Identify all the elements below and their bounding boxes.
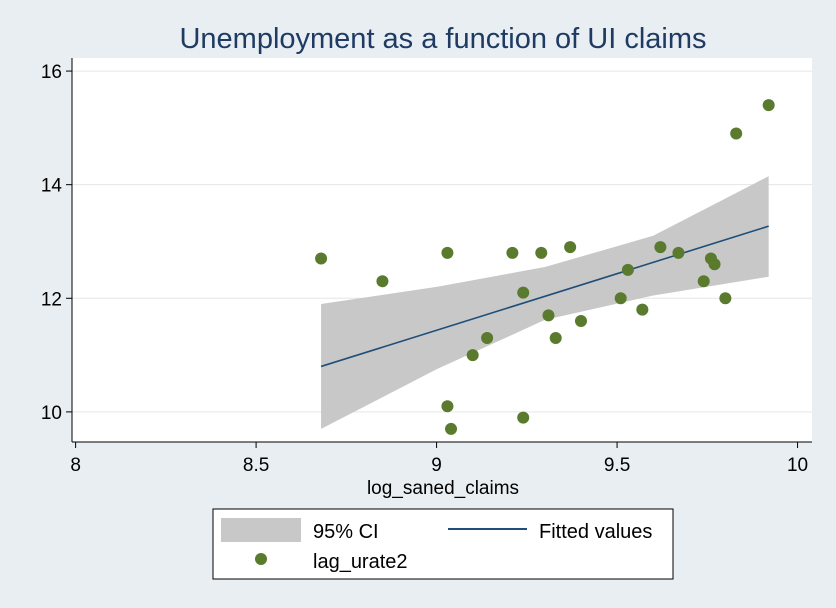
y-tick-label: 14 (41, 176, 63, 197)
data-point (315, 252, 328, 265)
legend-ci-swatch (221, 518, 301, 542)
data-point (762, 99, 775, 112)
points-layer (315, 99, 775, 435)
legend-ci-label: 95% CI (313, 521, 379, 543)
data-point (636, 303, 649, 316)
x-tick-label: 8.5 (243, 455, 269, 476)
legend-points-label: lag_urate2 (313, 551, 408, 573)
legend-point-marker (255, 553, 267, 565)
data-point (466, 349, 479, 362)
x-tick-label: 9.5 (604, 455, 630, 476)
ci-band-layer (321, 176, 769, 429)
legend: 95% CI Fitted values lag_urate2 (212, 508, 674, 580)
data-point (517, 286, 530, 299)
fit-line-layer (320, 225, 769, 368)
data-point (535, 246, 548, 259)
data-point (481, 332, 494, 345)
data-point (542, 309, 555, 322)
axes: 10 12 14 16 8 8.5 9 9.5 10 (41, 58, 812, 476)
data-point (574, 315, 587, 328)
legend-fit-label: Fitted values (539, 521, 652, 543)
data-point (719, 292, 732, 305)
data-point (549, 332, 562, 345)
chart-title: Unemployment as a function of UI claims (179, 23, 706, 55)
data-point (654, 241, 667, 254)
data-point (445, 422, 458, 435)
data-point (441, 246, 454, 259)
data-point (697, 275, 710, 288)
data-point (621, 263, 634, 276)
y-tick-label: 10 (41, 403, 62, 424)
data-point (564, 241, 577, 254)
data-point (672, 246, 685, 259)
data-point (506, 246, 519, 259)
data-point (517, 411, 530, 424)
data-point (441, 400, 454, 413)
x-tick-label: 8 (70, 455, 81, 476)
data-point (730, 127, 743, 140)
fit-line (320, 225, 769, 368)
y-tick-label: 16 (41, 62, 62, 83)
y-tick-label: 12 (41, 289, 62, 310)
data-point (376, 275, 389, 288)
ci-band (321, 176, 769, 429)
x-tick-label: 10 (787, 455, 808, 476)
grid-lines (72, 70, 812, 413)
x-axis-title: log_saned_claims (367, 478, 519, 499)
data-point (708, 258, 721, 271)
data-point (614, 292, 627, 305)
x-tick-label: 9 (431, 455, 442, 476)
